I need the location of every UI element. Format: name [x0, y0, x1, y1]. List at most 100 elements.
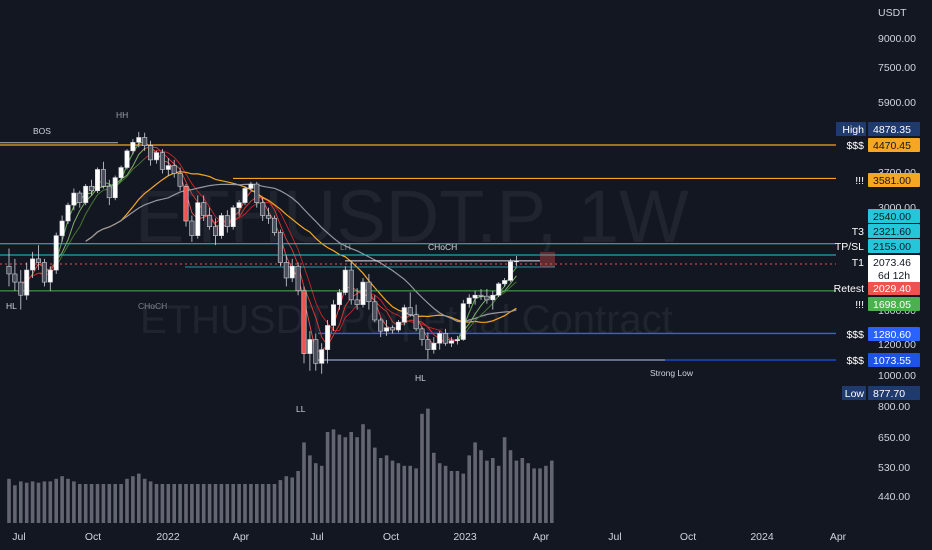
volume-bar: [137, 473, 141, 523]
annotation-lh: LH: [340, 242, 351, 252]
svg-text:$$$: $$$: [846, 355, 864, 367]
candle: [507, 258, 513, 283]
candle: [301, 286, 307, 364]
volume-bar: [190, 484, 194, 523]
annotation-hl-bottom: HL: [415, 373, 426, 383]
svg-text:High: High: [842, 124, 864, 136]
volume-bar: [255, 484, 259, 523]
candle: [502, 277, 508, 287]
candle: [384, 319, 390, 336]
y-tick-label: 1200.00: [878, 339, 916, 351]
candle: [448, 337, 454, 348]
retest-zone: [540, 251, 555, 267]
candle: [513, 256, 519, 267]
svg-text:1280.60: 1280.60: [873, 329, 911, 341]
candle: [30, 251, 36, 278]
candle: [118, 165, 124, 180]
candle: [260, 197, 266, 221]
volume-bar: [172, 484, 176, 523]
price-tag-bang-top: 3581.00!!!: [855, 173, 920, 187]
candle: [71, 188, 77, 211]
x-tick-label: Oct: [85, 531, 101, 543]
ma-up-early-0: [55, 141, 145, 262]
candle: [330, 299, 336, 332]
price-tag-sss-low: 1073.55 $$$: [846, 353, 920, 367]
volume-bar: [231, 484, 235, 523]
annotation-hl-left: HL: [6, 301, 17, 311]
annotation-hh: HH: [116, 110, 128, 120]
candle: [283, 255, 289, 287]
candle: [454, 335, 460, 345]
candle: [83, 184, 89, 206]
volume-bar: [95, 484, 100, 523]
volume-bar: [491, 458, 495, 523]
volume-bar: [384, 455, 389, 523]
volume-bar: [142, 478, 147, 523]
volume-bar: [119, 484, 123, 523]
volume-bar: [390, 460, 395, 523]
svg-text:2073.46: 2073.46: [873, 257, 911, 269]
candle: [35, 245, 41, 271]
candle: [12, 258, 18, 291]
volume-bar: [296, 471, 300, 523]
x-tick-label: Apr: [533, 531, 550, 543]
svg-text:$$$: $$$: [846, 140, 864, 152]
svg-text:T3: T3: [852, 226, 864, 238]
candle: [6, 248, 12, 287]
candle: [472, 290, 478, 305]
candle: [165, 158, 171, 176]
volume-bar: [219, 484, 224, 523]
volume-bar: [349, 432, 353, 523]
time-axis[interactable]: Jul Oct 2022 Apr Jul Oct 2023 Apr Jul Oct 2024 Apr: [12, 531, 846, 543]
svg-text:6d 12h: 6d 12h: [878, 270, 910, 282]
x-tick-label: Jul: [608, 531, 621, 543]
candle: [59, 215, 65, 242]
volume-bar: [249, 484, 253, 523]
candle: [201, 195, 207, 221]
price-tag-low: 877.70 Low: [842, 386, 920, 400]
x-tick-label: Apr: [830, 531, 847, 543]
annotation-strong-low: Strong Low: [650, 368, 694, 378]
volume-bar: [319, 465, 324, 523]
candle: [136, 131, 142, 148]
candle: [289, 258, 295, 283]
ma-up-early-2: [55, 158, 146, 268]
volume-bar: [426, 408, 430, 523]
candle: [18, 270, 24, 310]
svg-text:4878.35: 4878.35: [873, 124, 911, 136]
y-tick-label: 530.00: [878, 462, 910, 474]
price-tag-sss-top: 4470.45 $$$: [846, 138, 920, 152]
volume-bar: [550, 460, 554, 523]
y-tick-label: 650.00: [878, 432, 910, 444]
annotation-ll: LL: [296, 404, 306, 414]
symbol-watermark: ETHUSDT.P, 1W: [135, 175, 689, 258]
volume-bar: [89, 484, 94, 523]
volume-bar: [148, 481, 153, 523]
candlesticks: [6, 131, 519, 374]
volume-bar: [308, 455, 312, 523]
candle: [319, 343, 325, 374]
volume-bar: [355, 437, 359, 523]
level-lines: [0, 142, 836, 361]
candle: [236, 200, 242, 216]
candle: [443, 328, 449, 346]
candle: [496, 282, 502, 298]
volume-bar: [378, 458, 383, 523]
volume-bar: [408, 465, 412, 523]
candle: [313, 333, 319, 371]
y-tick-label: 9000.00: [878, 33, 916, 45]
volume-bar: [284, 476, 289, 523]
volume-bar: [131, 476, 135, 523]
price-tag-t3: 2321.60 T3: [852, 224, 920, 238]
volume-bar: [54, 478, 58, 523]
volume-bar: [325, 432, 330, 523]
volume-bar: [473, 442, 477, 523]
volume-bar: [196, 484, 200, 523]
volume-bar: [538, 468, 542, 523]
svg-text:1698.05: 1698.05: [873, 299, 911, 311]
volume-bar: [420, 413, 424, 523]
volume-bar: [520, 458, 525, 523]
svg-text:$$$: $$$: [846, 329, 864, 341]
y-tick-label: 800.00: [878, 401, 910, 413]
